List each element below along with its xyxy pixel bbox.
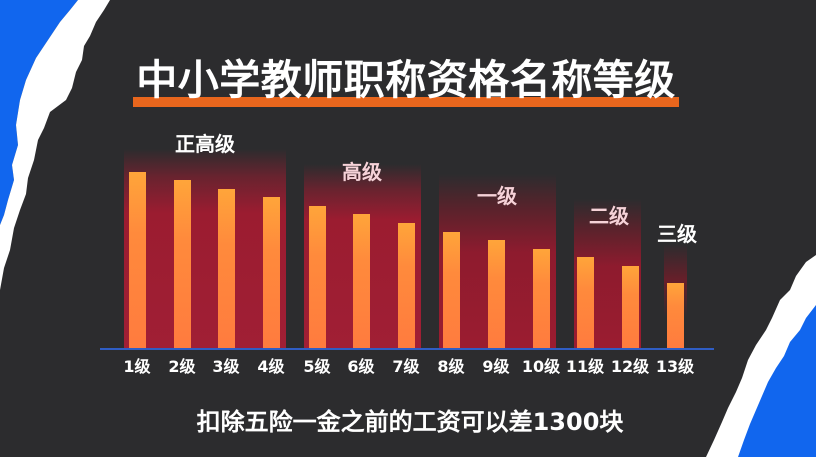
x-tick-label: 7级	[392, 357, 420, 376]
x-tick-label: 3级	[212, 357, 240, 376]
group-label-sanji: 三级	[657, 222, 697, 246]
x-tick-label: 6级	[347, 357, 375, 376]
x-tick-label: 1级	[123, 357, 151, 376]
x-tick-label: 8级	[437, 357, 465, 376]
bar-5	[309, 206, 326, 349]
group-label-yiji: 一级	[477, 184, 517, 208]
group-band-zhenggaoji	[124, 149, 286, 349]
bar-4	[263, 197, 280, 349]
bar-6	[353, 214, 370, 349]
group-label-zhenggaoji: 正高级	[175, 132, 235, 156]
title-block: 中小学教师职称资格名称等级	[133, 56, 679, 108]
x-tick-label: 5级	[303, 357, 331, 376]
bar-13	[667, 283, 684, 349]
title-underline	[133, 97, 679, 107]
x-axis-line	[100, 348, 714, 350]
x-tick-label: 10级	[521, 357, 561, 376]
x-tick-label: 12级	[610, 357, 650, 376]
x-tick-label: 2级	[168, 357, 196, 376]
bar-7	[398, 223, 415, 349]
group-label-erji: 二级	[589, 204, 629, 228]
bar-1	[129, 172, 146, 349]
x-tick-label: 4级	[257, 357, 285, 376]
page-title: 中小学教师职称资格名称等级	[136, 56, 676, 104]
bar-12	[622, 266, 639, 349]
bar-9	[488, 240, 505, 349]
x-tick-label: 9级	[482, 357, 510, 376]
footer-caption: 扣除五险一金之前的工资可以差1300块	[196, 408, 624, 436]
bar-3	[218, 189, 235, 349]
x-tick-label: 11级	[565, 357, 605, 376]
x-tick-label: 13级	[655, 357, 695, 376]
bar-2	[174, 180, 191, 349]
bar-10	[533, 249, 550, 349]
bar-11	[577, 257, 594, 349]
group-label-gaoji: 高级	[342, 160, 382, 184]
bar-8	[443, 232, 460, 349]
